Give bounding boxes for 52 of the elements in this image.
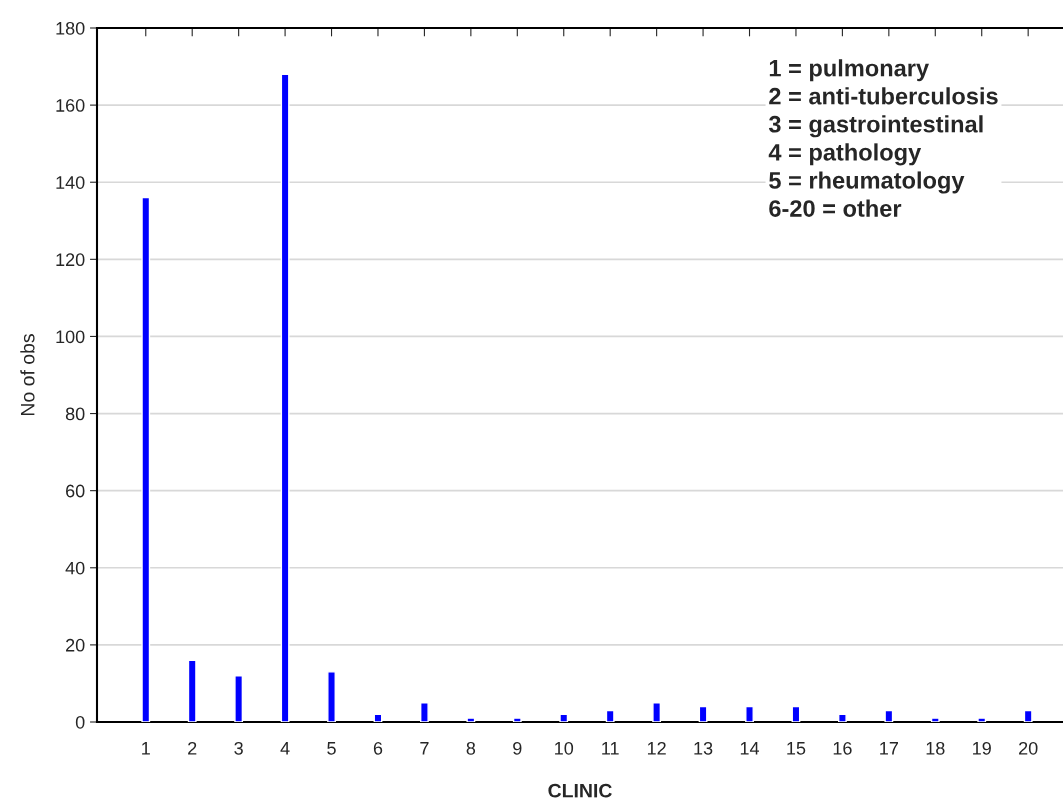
x-tick-label: 13 [694,741,713,755]
y-tick-label: 160 [56,99,85,112]
x-tick-label: 15 [787,742,806,755]
x-tick-label: 16 [833,741,852,755]
y-tick-label: 180 [56,21,85,35]
bar [884,709,894,722]
bar [512,717,522,722]
x-tick-label: 7 [420,742,429,755]
bar [652,702,662,722]
x-tick-label: 1 [142,742,150,755]
bar [141,196,151,722]
x-tick-label: 9 [513,741,522,755]
bar [234,675,244,722]
x-axis-title: CLINIC [548,783,612,798]
y-tick-label: 100 [56,330,85,344]
bar [187,659,197,722]
bar [837,713,847,722]
y-tick-label: 40 [65,561,85,575]
y-tick-label: 80 [65,407,85,421]
x-tick-label: 5 [327,742,336,755]
y-tick-label: 120 [56,253,85,267]
x-tick-label: 19 [973,741,991,755]
bar [280,73,290,722]
bar [327,671,336,722]
bar [930,717,940,722]
annotation: 1 = pulmonary 2 = anti-tuberculosis 3 = gastrointestinal 4 = pathology 5 = rheumatology 6-20 = other [768,59,998,217]
bar [466,717,476,722]
x-tick-label: 18 [926,741,945,755]
x-tick-label: 12 [647,741,666,755]
y-tick-label: 140 [56,176,85,189]
x-tick-label: 10 [555,741,574,755]
bar [559,713,569,722]
bar [977,717,987,722]
y-axis-title: No of obs [20,334,35,416]
x-tick-label: 17 [880,742,898,755]
x-tick-label: 20 [1019,741,1038,755]
y-tick-label: 20 [66,638,85,652]
x-tick-label: 4 [280,742,290,755]
x-tick-label: 2 [188,741,197,755]
y-tick-label: 0 [75,715,85,729]
x-tick-label: 6 [373,741,383,755]
bar [745,705,754,722]
bar [605,709,615,722]
x-tick-label: 3 [234,741,243,755]
bar [1023,709,1033,722]
x-tick-label: 11 [602,742,619,755]
x-tick-label: 14 [740,742,760,755]
y-tick-label: 60 [66,484,85,498]
bar [698,705,708,722]
x-tick-label: 8 [466,741,476,755]
bar [791,705,801,722]
bar [420,702,429,722]
